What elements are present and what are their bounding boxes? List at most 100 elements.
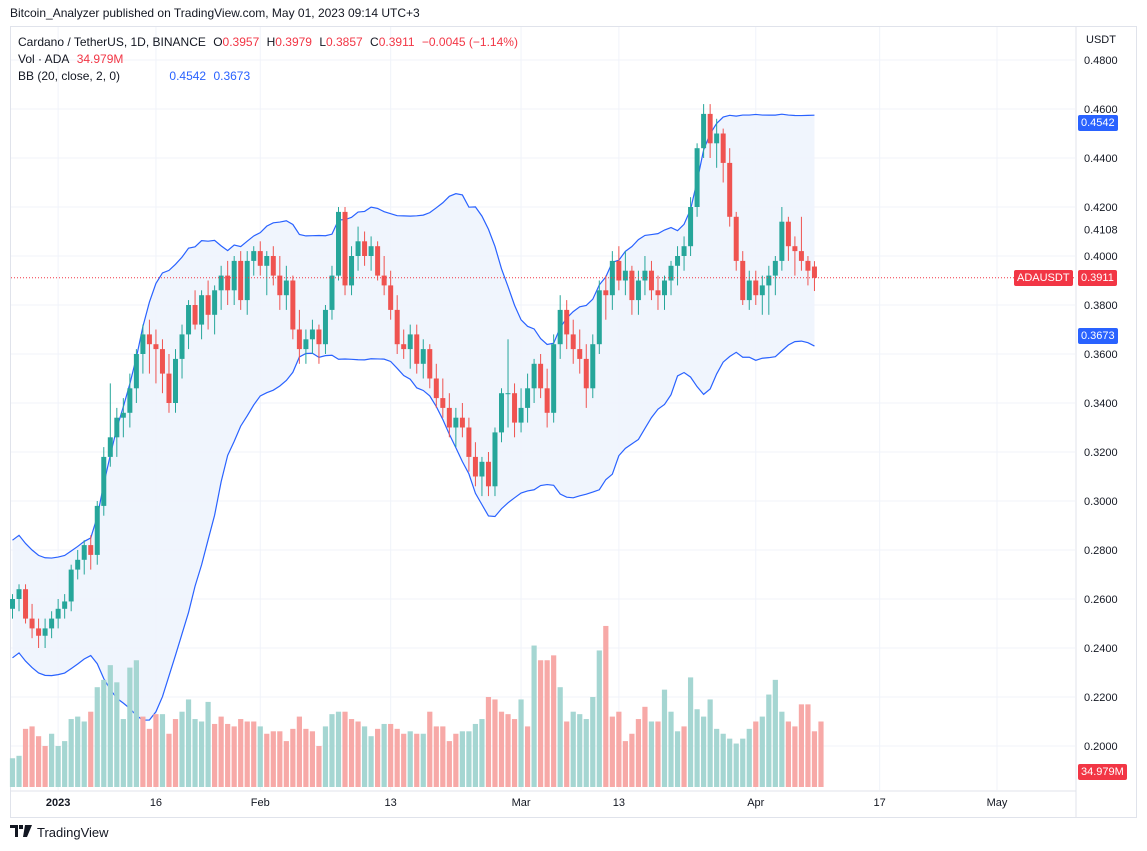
volume-bar [114, 682, 120, 787]
candle-body [798, 251, 804, 261]
legend-symbol: Cardano / TetherUS, 1D, BINANCE [18, 35, 206, 49]
volume-bar [538, 660, 544, 787]
bb-upper-tag: 0.4542 [1078, 115, 1118, 132]
candle-body [159, 349, 165, 374]
price-tick-label: 0.2200 [1084, 692, 1118, 704]
candle-body [322, 309, 328, 345]
volume-bar [283, 741, 289, 787]
candle-body [740, 260, 746, 301]
volume-bar [62, 741, 68, 787]
price-axis-currency: USDT [1086, 34, 1116, 46]
candle-body [192, 305, 198, 325]
candle-body [290, 280, 296, 330]
volume-bar [622, 741, 628, 787]
volume-bar [590, 697, 596, 787]
time-axis[interactable]: 2023 16 Feb 13 Mar 13 Apr 17 May [11, 790, 1076, 809]
candle-body [570, 334, 576, 350]
candle-body [446, 407, 452, 428]
chart-frame[interactable] [10, 26, 1137, 818]
volume-bar [81, 721, 87, 787]
bb-lower-line [12, 340, 815, 721]
candle-body [336, 211, 341, 276]
candle-body [583, 358, 589, 389]
candle-body [309, 329, 315, 340]
candle-body [16, 589, 22, 599]
candle-body [512, 393, 518, 423]
candle-body [355, 241, 361, 256]
volume-bar [485, 697, 492, 787]
candle-body [499, 393, 504, 433]
volume-bar [720, 733, 726, 787]
volume-bar [355, 721, 361, 787]
volume-bar [218, 716, 224, 787]
volume-bar [466, 731, 472, 787]
volume-bar [798, 704, 805, 787]
volume-bar [609, 716, 615, 787]
volume-bar [505, 714, 511, 787]
last-price-tag: 0.3911 [1078, 269, 1117, 286]
footer-brand[interactable]: TradingView [10, 825, 109, 840]
volume-bar [29, 726, 35, 787]
volume-bar [264, 733, 270, 787]
candle-body [166, 373, 172, 403]
time-tick-label: Mar [512, 797, 531, 809]
volume-bar [381, 723, 387, 787]
volume-bar [42, 746, 48, 787]
price-tick-label: 0.3200 [1084, 447, 1118, 459]
candle-body [492, 432, 498, 487]
volume-bar [172, 719, 179, 787]
candle-body [264, 256, 270, 266]
volume-bar [231, 726, 237, 787]
legend-vol: 34.979M [76, 52, 124, 66]
volume-bar [414, 733, 420, 787]
volume-bar [701, 716, 707, 787]
volume-bar [55, 746, 61, 787]
volume-bar [16, 755, 22, 787]
volume-bar [394, 728, 400, 787]
volume-bar [244, 721, 250, 787]
volume-bar [479, 719, 485, 787]
volume-bar [257, 726, 263, 787]
candle-body [88, 545, 94, 555]
volume-bar [68, 719, 74, 787]
price-tick-label: 0.2600 [1084, 594, 1118, 606]
volume-bar [159, 714, 166, 787]
candle-body [746, 280, 752, 301]
candle-body [257, 251, 263, 266]
volume-tag: 34.979M [1078, 764, 1127, 780]
legend-row-symbol[interactable]: Cardano / TetherUS, 1D, BINANCE O0.3957 … [18, 35, 522, 49]
legend-row-bb[interactable]: BB (20, close, 2, 0) 0.4542 0.3673 [18, 69, 254, 83]
volume-bar [661, 689, 668, 787]
legend-high: 0.3979 [275, 35, 312, 49]
candle-body [655, 290, 661, 296]
volume-bar [648, 721, 655, 787]
legend-row-volume[interactable]: Vol · ADA 34.979M [18, 52, 127, 66]
candle-body [75, 559, 81, 570]
published-header: Bitcoin_Analyzer published on TradingVie… [10, 6, 420, 20]
legend-close-label: C [370, 35, 379, 49]
candle-body [733, 216, 739, 261]
volume-bar [335, 711, 342, 787]
price-tick-label: 0.2800 [1084, 545, 1118, 557]
volume-bar [570, 711, 576, 787]
volume-bar [564, 721, 570, 787]
price-tick-label: 0.3800 [1084, 300, 1118, 312]
volume-bar [133, 660, 139, 787]
bollinger-bands [12, 113, 815, 721]
time-tick-label: 13 [613, 797, 625, 809]
candle-body [368, 246, 374, 256]
candle-body [277, 275, 283, 296]
candle-body [375, 246, 381, 276]
candle-body [342, 211, 348, 286]
candle-body [101, 456, 107, 506]
candle-body [114, 417, 120, 438]
candle-body [29, 618, 35, 629]
volume-bar [518, 699, 524, 787]
volume-bar [303, 728, 309, 787]
candle-body [811, 266, 817, 278]
candle-body [759, 285, 765, 296]
price-axis[interactable]: 0.4800 0.4600 0.4400 0.4200 0.4108 0.4000 0.38… [1075, 27, 1118, 818]
volume-bar [342, 711, 348, 787]
candle-body [329, 275, 335, 310]
